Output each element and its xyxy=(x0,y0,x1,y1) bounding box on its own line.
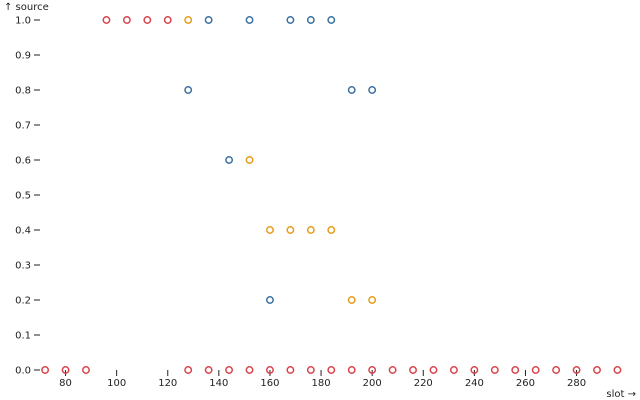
x-tick-label: 200 xyxy=(363,378,382,389)
data-point xyxy=(245,366,254,374)
y-axis-label: ↑ source xyxy=(4,2,49,13)
y-tick-label: 0.7 xyxy=(15,121,31,132)
data-point xyxy=(306,366,315,374)
data-point xyxy=(184,366,193,374)
x-tick-label: 140 xyxy=(209,378,228,389)
data-point xyxy=(388,366,397,374)
y-tick-label: 0.4 xyxy=(15,226,31,237)
data-point xyxy=(347,86,356,94)
data-point xyxy=(368,366,377,374)
data-point xyxy=(327,366,336,374)
data-point xyxy=(41,366,50,374)
data-point xyxy=(306,16,315,24)
data-point xyxy=(552,366,561,374)
data-points xyxy=(41,16,622,374)
data-point xyxy=(470,366,479,374)
x-tick-label: 280 xyxy=(567,378,586,389)
data-point xyxy=(286,226,295,234)
data-point xyxy=(306,226,315,234)
data-point xyxy=(184,86,193,94)
y-axis: 0.0 0.1 0.2 0.3 0.4 0.5 0.6 0.7 0.8 0.9 1.0 xyxy=(15,16,40,377)
data-point xyxy=(266,226,274,234)
data-point xyxy=(347,366,356,374)
data-point xyxy=(82,366,90,374)
x-axis: 80 100 120 140 160 180 200 220 240 260 280 xyxy=(59,370,586,389)
data-point xyxy=(511,366,520,374)
x-tick-label: 120 xyxy=(158,378,177,389)
data-point xyxy=(61,366,70,374)
data-point xyxy=(143,16,152,24)
data-point xyxy=(347,296,356,304)
y-tick-label: 0.5 xyxy=(15,191,31,202)
y-tick-label: 0.0 xyxy=(15,366,31,377)
data-point xyxy=(286,366,295,374)
x-tick-label: 180 xyxy=(312,378,331,389)
y-tick-label: 0.6 xyxy=(15,156,31,167)
data-point xyxy=(429,366,438,374)
data-point xyxy=(102,16,111,24)
data-point xyxy=(531,366,540,374)
data-point xyxy=(327,16,336,24)
data-point xyxy=(245,156,254,164)
data-point xyxy=(286,16,295,24)
data-point xyxy=(449,366,458,374)
data-point xyxy=(122,16,131,24)
x-tick-label: 100 xyxy=(107,378,126,389)
data-point xyxy=(163,16,172,24)
data-point xyxy=(245,16,254,24)
data-point xyxy=(368,86,377,94)
data-point xyxy=(368,296,377,304)
y-tick-label: 0.1 xyxy=(15,331,31,342)
x-tick-label: 240 xyxy=(465,378,484,389)
data-point xyxy=(225,366,234,374)
data-point xyxy=(266,366,274,374)
data-point xyxy=(572,366,581,374)
y-tick-label: 0.8 xyxy=(15,86,31,97)
data-point xyxy=(266,296,274,304)
y-tick-label: 0.3 xyxy=(15,261,31,272)
x-tick-label: 220 xyxy=(414,378,433,389)
data-point xyxy=(409,366,417,374)
data-point xyxy=(327,226,336,234)
data-point xyxy=(225,156,234,164)
x-tick-label: 80 xyxy=(59,378,72,389)
data-point xyxy=(490,366,499,374)
data-point xyxy=(184,16,193,24)
data-point xyxy=(204,366,213,374)
data-point xyxy=(593,366,601,374)
y-tick-label: 0.9 xyxy=(15,51,31,62)
x-axis-label: slot → xyxy=(606,389,636,400)
y-tick-label: 1.0 xyxy=(15,16,31,27)
data-point xyxy=(204,16,213,24)
x-tick-label: 160 xyxy=(260,378,279,389)
data-point xyxy=(613,366,622,374)
x-tick-label: 260 xyxy=(516,378,535,389)
y-tick-label: 0.2 xyxy=(15,296,31,307)
